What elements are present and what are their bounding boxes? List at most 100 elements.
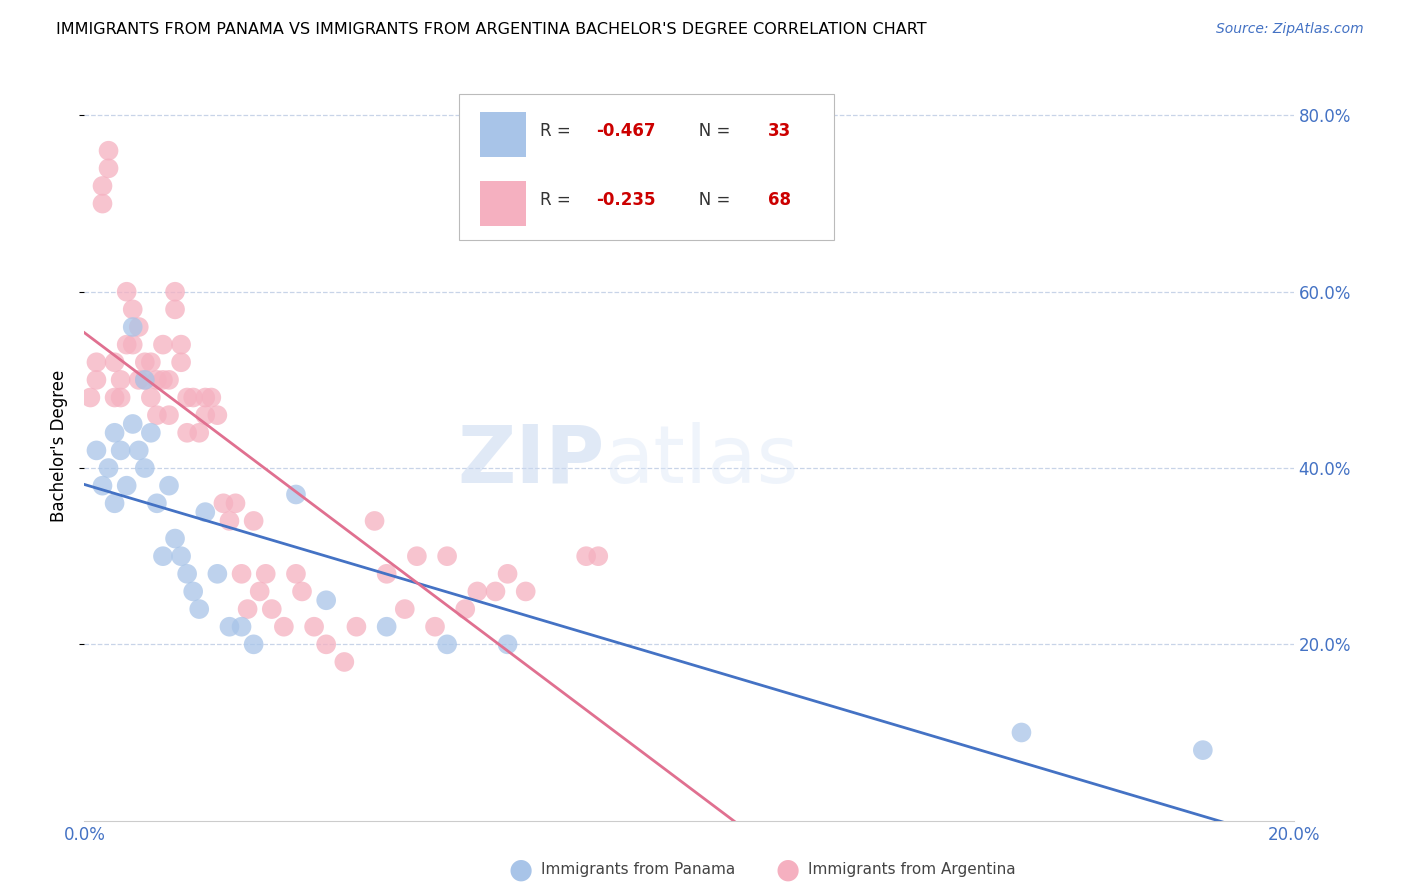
Point	[181, 391, 204, 405]
Point	[157, 478, 180, 492]
Point	[91, 196, 114, 211]
Text: ●: ●	[775, 855, 800, 884]
Point	[176, 425, 198, 440]
Point	[249, 584, 271, 599]
Point	[194, 408, 217, 422]
Point	[231, 620, 253, 634]
Point	[181, 584, 204, 599]
Point	[231, 566, 253, 581]
Point	[146, 373, 169, 387]
Point	[152, 373, 174, 387]
Point	[176, 566, 198, 581]
Point	[212, 496, 235, 510]
Point	[121, 320, 143, 334]
Text: Immigrants from Argentina: Immigrants from Argentina	[808, 863, 1017, 877]
Point	[242, 637, 264, 651]
Point	[225, 496, 247, 510]
Point	[157, 408, 180, 422]
Point	[110, 391, 132, 405]
Point	[134, 355, 156, 369]
Text: R =: R =	[540, 191, 576, 210]
Text: 68: 68	[768, 191, 790, 210]
Point	[218, 620, 240, 634]
FancyBboxPatch shape	[479, 181, 526, 226]
Point	[91, 178, 114, 193]
Point	[254, 566, 277, 581]
Point	[104, 496, 127, 510]
Point	[134, 373, 156, 387]
Point	[128, 373, 150, 387]
Point	[496, 566, 519, 581]
Point	[139, 355, 162, 369]
Point	[110, 443, 132, 458]
Point	[218, 514, 240, 528]
Point	[273, 620, 295, 634]
Text: ●: ●	[508, 855, 533, 884]
Point	[315, 637, 337, 651]
Point	[588, 549, 610, 564]
Point	[139, 425, 162, 440]
Point	[97, 161, 120, 176]
Point	[176, 391, 198, 405]
Text: IMMIGRANTS FROM PANAMA VS IMMIGRANTS FROM ARGENTINA BACHELOR'S DEGREE CORRELATIO: IMMIGRANTS FROM PANAMA VS IMMIGRANTS FRO…	[56, 22, 927, 37]
Point	[165, 302, 187, 317]
Point	[86, 355, 108, 369]
Point	[128, 320, 150, 334]
Point	[375, 620, 398, 634]
Point	[285, 487, 308, 501]
Point	[302, 620, 325, 634]
Point	[291, 584, 314, 599]
Point	[97, 144, 120, 158]
Point	[188, 425, 211, 440]
Point	[170, 549, 193, 564]
Text: 33: 33	[768, 122, 790, 140]
Point	[165, 532, 187, 546]
Point	[242, 514, 264, 528]
Point	[128, 443, 150, 458]
Point	[467, 584, 489, 599]
Point	[170, 355, 193, 369]
Point	[346, 620, 368, 634]
Point	[157, 373, 180, 387]
Point	[375, 566, 398, 581]
FancyBboxPatch shape	[479, 112, 526, 157]
Point	[423, 620, 446, 634]
Text: R =: R =	[540, 122, 576, 140]
Text: -0.235: -0.235	[596, 191, 655, 210]
Point	[436, 549, 458, 564]
Point	[188, 602, 211, 616]
Text: -0.467: -0.467	[596, 122, 655, 140]
Point	[104, 425, 127, 440]
Point	[194, 505, 217, 519]
Y-axis label: Bachelor's Degree: Bachelor's Degree	[51, 370, 69, 522]
Point	[86, 373, 108, 387]
Point	[575, 549, 598, 564]
Point	[496, 637, 519, 651]
Point	[139, 391, 162, 405]
Point	[110, 373, 132, 387]
Text: atlas: atlas	[605, 422, 799, 500]
Point	[515, 584, 537, 599]
Point	[236, 602, 259, 616]
Point	[406, 549, 429, 564]
Point	[146, 496, 169, 510]
Point	[121, 417, 143, 431]
Point	[207, 566, 229, 581]
Point	[484, 584, 506, 599]
Point	[134, 461, 156, 475]
Point	[146, 408, 169, 422]
Point	[363, 514, 385, 528]
Point	[104, 391, 127, 405]
Point	[86, 443, 108, 458]
Point	[121, 337, 143, 351]
Point	[115, 337, 138, 351]
Text: N =: N =	[683, 191, 735, 210]
Point	[121, 302, 143, 317]
Text: Source: ZipAtlas.com: Source: ZipAtlas.com	[1216, 22, 1364, 37]
Text: Immigrants from Panama: Immigrants from Panama	[541, 863, 735, 877]
Point	[394, 602, 416, 616]
Point	[285, 566, 308, 581]
Point	[170, 337, 193, 351]
Text: N =: N =	[683, 122, 735, 140]
Point	[315, 593, 337, 607]
